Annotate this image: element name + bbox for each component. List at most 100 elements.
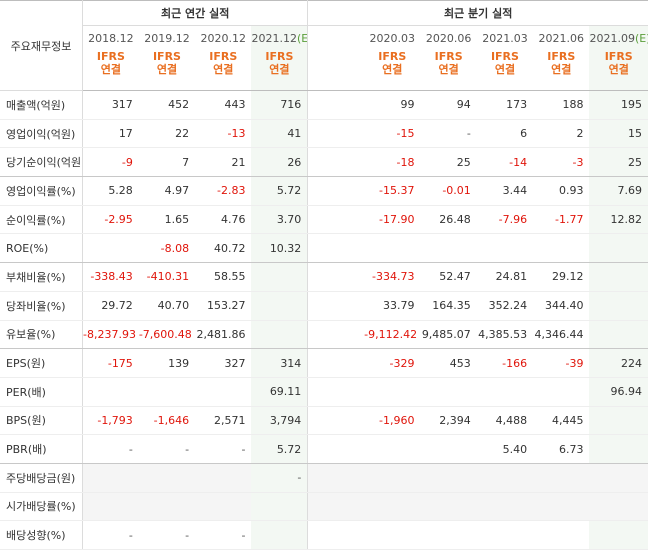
spacer-cell	[307, 434, 365, 464]
value-cell: 29.12	[533, 262, 590, 292]
ifrs-label: IFRS	[152, 50, 181, 63]
row-label: 시가배당률(%)	[0, 492, 83, 522]
value-cell: 352.24	[476, 291, 534, 321]
spacer-cell	[307, 176, 365, 206]
value-cell	[533, 520, 590, 550]
value-cell: -2.95	[82, 205, 139, 235]
annual-ifrs-header: IFRS 연결	[251, 50, 308, 91]
value-cell: 443	[195, 90, 252, 120]
period-label: 2021.12	[251, 31, 297, 45]
period-label: 2021.09	[589, 31, 635, 45]
value-cell: 94	[420, 90, 477, 120]
value-cell: 6.73	[533, 434, 590, 464]
value-cell	[589, 262, 648, 292]
value-cell: 69.11	[251, 377, 308, 407]
value-cell	[251, 262, 308, 292]
consolidated-label: 연결	[156, 63, 178, 76]
value-cell	[533, 463, 590, 493]
table-row: PER(배) 69.11 96.94	[0, 377, 648, 407]
ifrs-label: IFRS	[434, 50, 463, 63]
value-cell	[533, 377, 590, 407]
value-cell	[533, 492, 590, 522]
value-cell	[420, 492, 477, 522]
value-cell	[420, 377, 477, 407]
value-cell: 21	[195, 147, 252, 178]
value-cell: 2	[533, 119, 590, 149]
ifrs-label: IFRS	[209, 50, 238, 63]
value-cell: 24.81	[476, 262, 534, 292]
value-cell: 153.27	[195, 291, 252, 321]
value-cell: -166	[476, 348, 534, 378]
value-cell: 195	[589, 90, 648, 120]
table-row: 영업이익률(%) 5.28 4.97 -2.83 5.72 -15.37 -0.01 3.44…	[0, 176, 648, 206]
value-cell	[364, 233, 421, 264]
annual-period-header: 2020.12	[195, 26, 251, 51]
value-cell	[589, 463, 648, 493]
value-cell	[138, 492, 196, 522]
value-cell	[251, 520, 308, 550]
value-cell: -	[82, 434, 139, 464]
value-cell: -15	[364, 119, 421, 149]
value-cell: -	[138, 520, 196, 550]
consolidated-label: 연결	[269, 63, 290, 76]
value-cell: -1,793	[82, 406, 139, 436]
annual-ifrs-header: IFRS 연결	[82, 50, 139, 91]
ifrs-label: IFRS	[265, 50, 294, 63]
value-cell	[251, 320, 308, 350]
value-cell: 452	[138, 90, 196, 120]
row-label: 영업이익(억원)	[0, 119, 83, 149]
ifrs-label: IFRS	[490, 50, 519, 63]
estimate-mark: (E)	[634, 31, 648, 45]
annual-section-title: 최근 연간 실적	[82, 0, 309, 26]
spacer-header	[307, 50, 365, 91]
value-cell: 41	[251, 119, 308, 149]
value-cell: 4.97	[138, 176, 196, 206]
row-label: PBR(배)	[0, 434, 83, 464]
value-cell: 3.70	[251, 205, 308, 235]
value-cell: 96.94	[589, 377, 648, 407]
quarterly-section-title: 최근 분기 실적	[307, 0, 648, 26]
value-cell: 15	[589, 119, 648, 149]
value-cell	[364, 434, 421, 464]
value-cell: 344.40	[533, 291, 590, 321]
value-cell: 314	[251, 348, 308, 378]
value-cell	[251, 291, 308, 321]
value-cell: -338.43	[82, 262, 139, 292]
accounting-standard-row: IFRS 연결 IFRS 연결 IFRS 연결 IFRS 연결 IFRS 연결 IFRS 연결 IFRS…	[0, 50, 648, 91]
spacer-cell	[307, 119, 365, 149]
value-cell	[589, 320, 648, 350]
row-label: 주당배당금(원)	[0, 463, 83, 493]
value-cell: -8.08	[138, 233, 196, 264]
quarterly-period-header: 2021.06	[533, 26, 589, 51]
row-label: 유보율(%)	[0, 320, 83, 350]
table-row: 유보율(%) -8,237.93 -7,600.48 2,481.86 -9,112.4…	[0, 320, 648, 350]
value-cell: 139	[138, 348, 196, 378]
value-cell	[82, 463, 139, 493]
value-cell: -	[138, 434, 196, 464]
value-cell: 2,481.86	[195, 320, 252, 350]
period-label: 2020.06	[425, 31, 472, 45]
row-label-header: 주요재무정보	[0, 0, 83, 91]
spacer-cell	[307, 377, 365, 407]
table-row: EPS(원) -175 139 327 314 -329 453 -166 -39 224	[0, 348, 648, 378]
ifrs-label: IFRS	[378, 50, 407, 63]
value-cell: -329	[364, 348, 421, 378]
value-cell	[251, 492, 308, 522]
value-cell: 4,488	[476, 406, 534, 436]
value-cell: 26	[251, 147, 308, 178]
spacer-cell	[307, 262, 365, 292]
value-cell: 317	[82, 90, 139, 120]
value-cell: 29.72	[82, 291, 139, 321]
value-cell: 188	[533, 90, 590, 120]
value-cell: 7	[138, 147, 196, 178]
value-cell: -1.77	[533, 205, 590, 235]
consolidated-label: 연결	[438, 63, 459, 76]
period-header-row: 2018.122019.122020.122021.12(E)2020.0320…	[0, 25, 648, 51]
value-cell	[420, 434, 477, 464]
value-cell	[364, 492, 421, 522]
annual-ifrs-header: IFRS 연결	[195, 50, 252, 91]
value-cell	[533, 233, 590, 264]
value-cell: -14	[476, 147, 534, 178]
value-cell: -18	[364, 147, 421, 178]
